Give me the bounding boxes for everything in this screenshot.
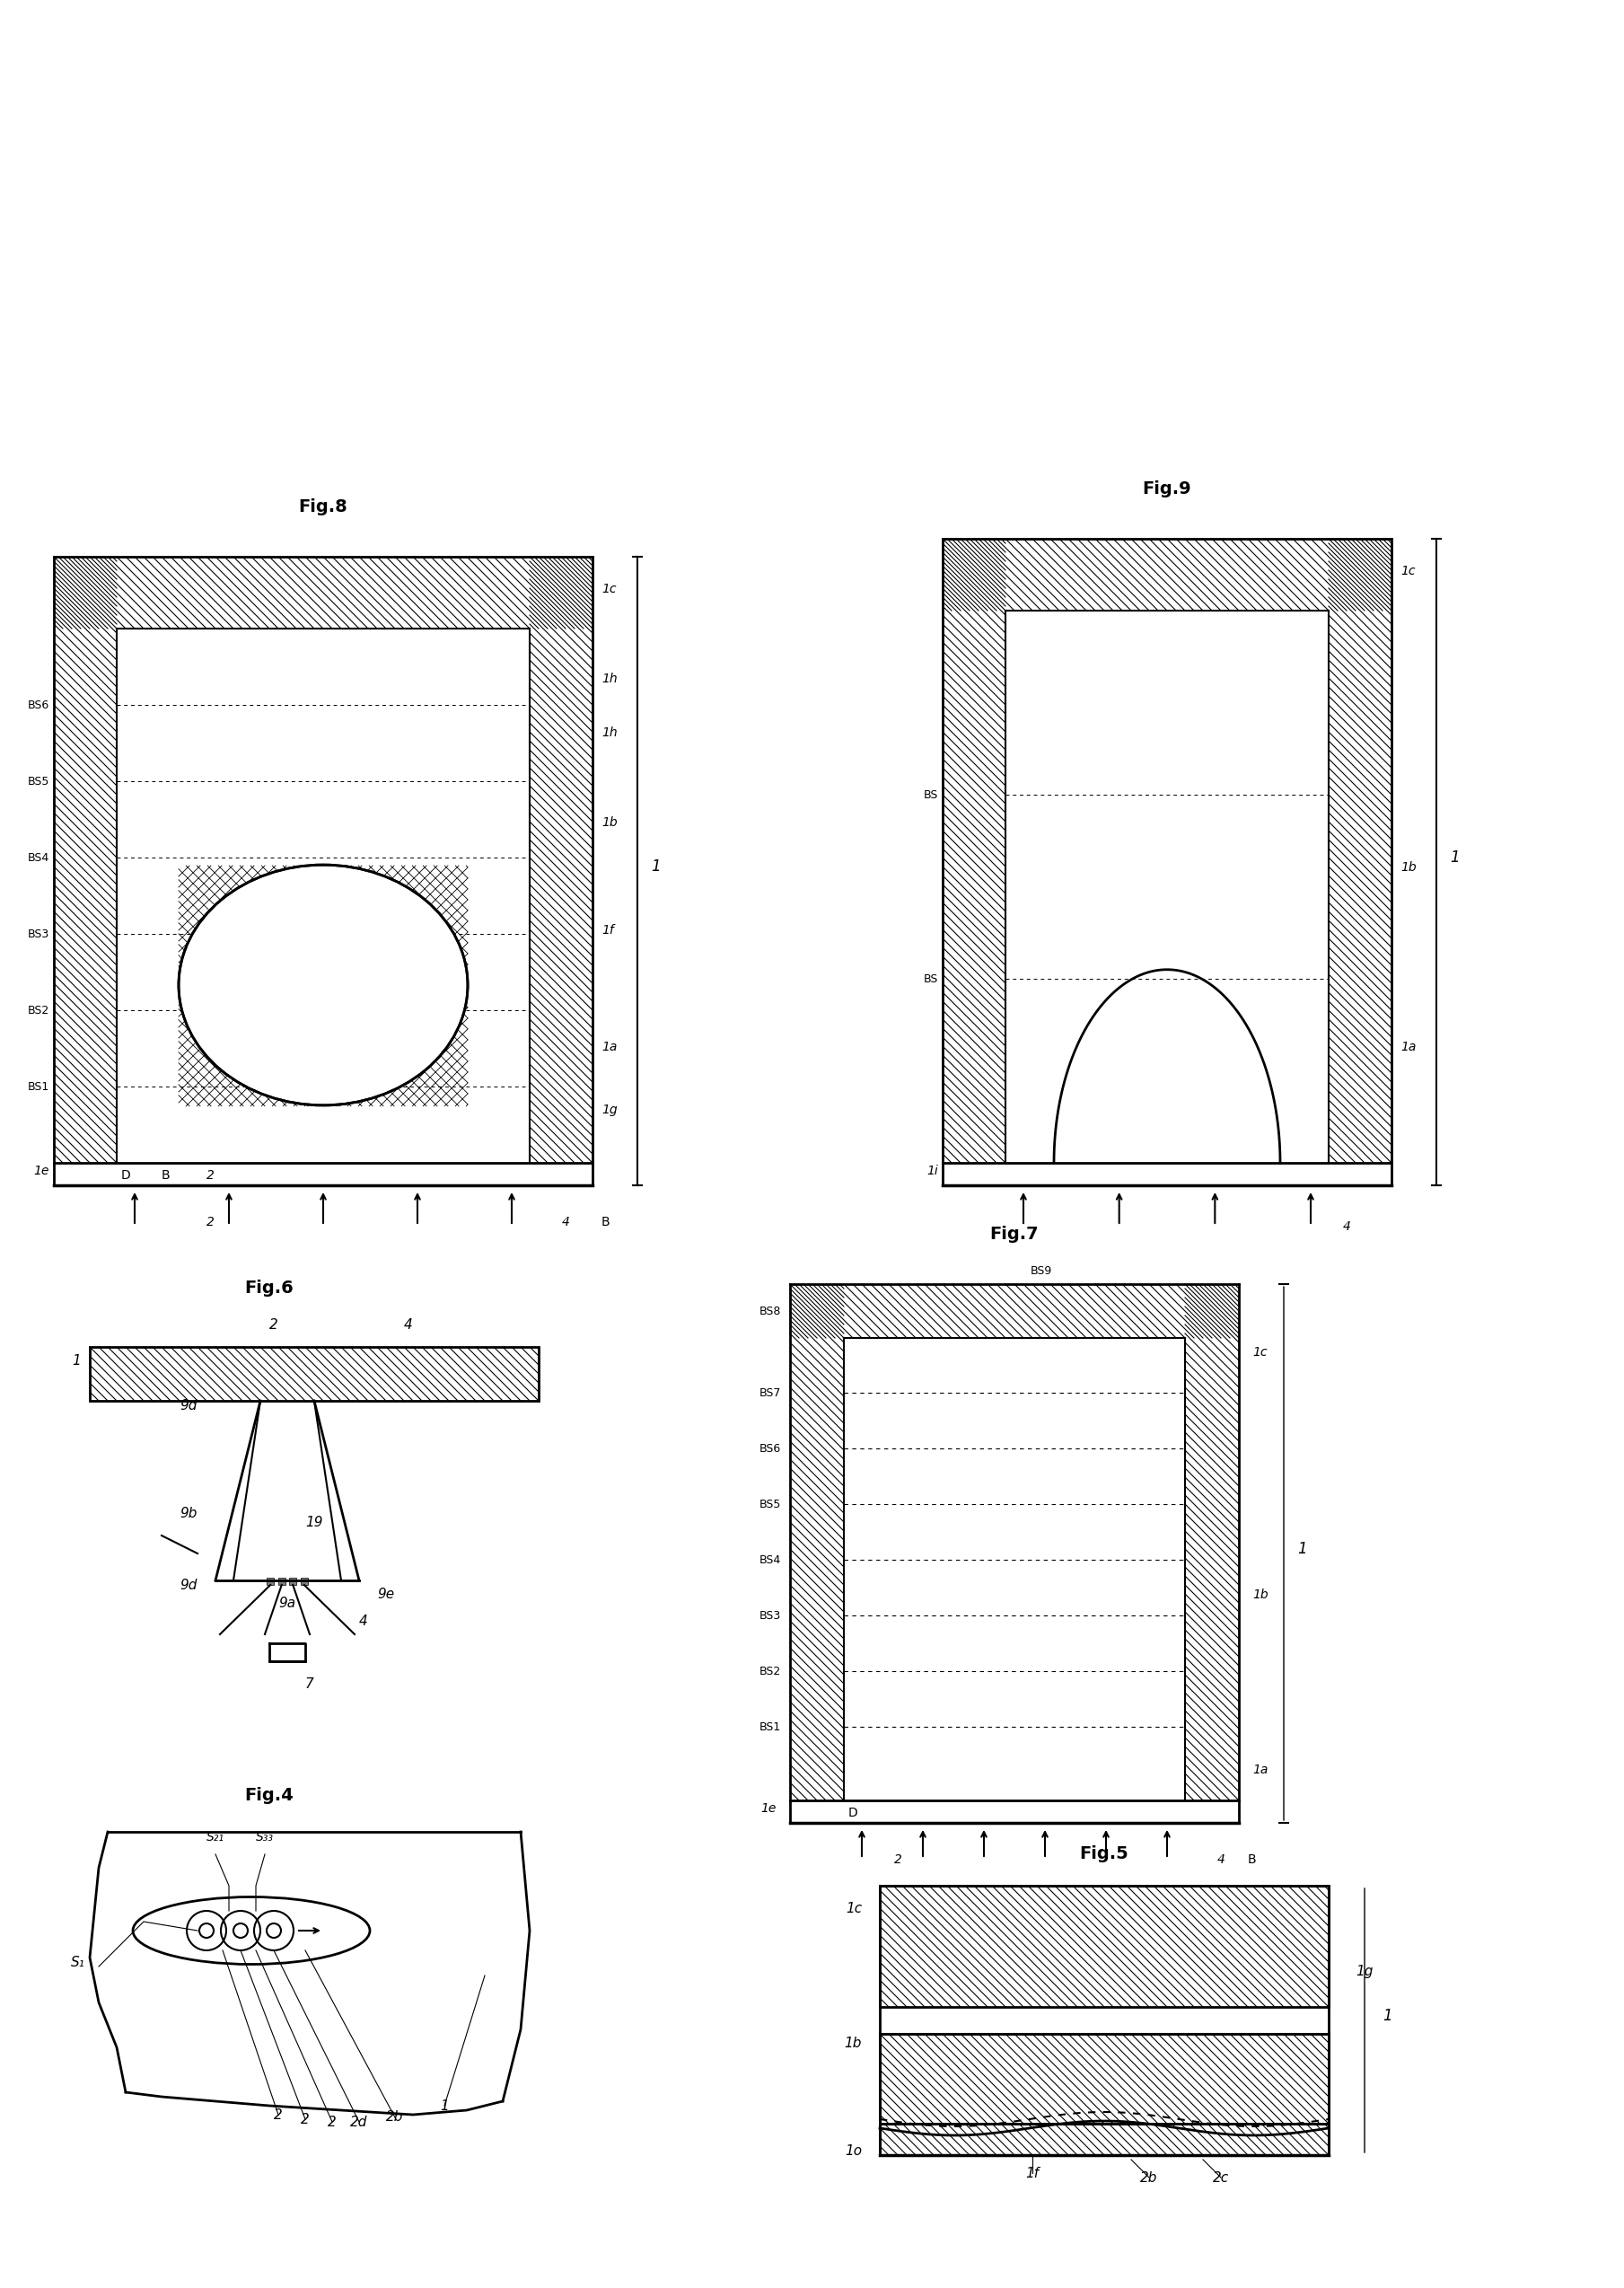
Text: 1o: 1o bbox=[844, 2144, 862, 2158]
Text: D: D bbox=[122, 1169, 132, 1181]
Text: Fig.4: Fig.4 bbox=[245, 1787, 294, 1803]
Text: BS8: BS8 bbox=[758, 1304, 781, 1318]
Text: 7: 7 bbox=[305, 1677, 313, 1691]
Text: 2c: 2c bbox=[1213, 2171, 1229, 2185]
Text: S₁: S₁ bbox=[71, 1956, 86, 1970]
Text: 1f: 1f bbox=[1026, 2167, 1039, 2180]
Text: 9d: 9d bbox=[180, 1579, 197, 1592]
Text: BS4: BS4 bbox=[28, 851, 49, 863]
Text: BS3: BS3 bbox=[760, 1608, 781, 1622]
Text: B: B bbox=[1247, 1853, 1257, 1867]
Text: 9b: 9b bbox=[180, 1508, 197, 1519]
Text: BS1: BS1 bbox=[28, 1080, 49, 1091]
Text: 1i: 1i bbox=[927, 1165, 939, 1178]
Text: Fig.7: Fig.7 bbox=[991, 1226, 1039, 1242]
Text: 1c: 1c bbox=[1400, 565, 1415, 577]
Text: BS6: BS6 bbox=[760, 1441, 781, 1455]
Text: 1c: 1c bbox=[846, 1901, 862, 1915]
Text: 1e: 1e bbox=[762, 1803, 776, 1814]
Text: 4: 4 bbox=[404, 1318, 412, 1332]
Text: 1b: 1b bbox=[1400, 860, 1416, 874]
Text: 4: 4 bbox=[1216, 1853, 1224, 1867]
Text: 1a: 1a bbox=[1252, 1764, 1268, 1775]
Text: S₃₃: S₃₃ bbox=[257, 1830, 274, 1844]
Text: 4: 4 bbox=[562, 1215, 570, 1229]
Text: 2: 2 bbox=[893, 1853, 901, 1867]
Text: BS2: BS2 bbox=[28, 1004, 49, 1016]
Bar bbox=[880, 2123, 1328, 2155]
Text: 1: 1 bbox=[440, 2100, 448, 2112]
Text: 1c: 1c bbox=[601, 583, 615, 595]
Text: BS3: BS3 bbox=[28, 929, 49, 940]
Text: BS4: BS4 bbox=[760, 1554, 781, 1565]
Bar bbox=[266, 1579, 274, 1586]
Text: 2: 2 bbox=[274, 2110, 283, 2121]
Text: 2d: 2d bbox=[351, 2116, 367, 2130]
Text: Fig.8: Fig.8 bbox=[299, 499, 348, 515]
Text: 9d: 9d bbox=[180, 1398, 197, 1412]
Text: 1b: 1b bbox=[844, 2036, 862, 2050]
Text: 2: 2 bbox=[270, 1318, 278, 1332]
Text: 1b: 1b bbox=[601, 817, 617, 828]
Text: 2: 2 bbox=[206, 1215, 214, 1229]
Text: S₂₁: S₂₁ bbox=[206, 1830, 224, 1844]
Text: BS9: BS9 bbox=[1031, 1265, 1052, 1277]
Text: 2b: 2b bbox=[387, 2110, 404, 2123]
Text: 1: 1 bbox=[1382, 2009, 1392, 2025]
Bar bbox=[300, 1579, 307, 1586]
Text: 1: 1 bbox=[1450, 849, 1460, 865]
Text: 1c: 1c bbox=[1252, 1345, 1267, 1359]
Text: 1h: 1h bbox=[601, 673, 617, 684]
Text: BS: BS bbox=[924, 789, 939, 801]
Bar bbox=[289, 1579, 297, 1586]
Bar bbox=[89, 1348, 539, 1400]
Text: Fig.6: Fig.6 bbox=[245, 1279, 294, 1297]
Text: BS5: BS5 bbox=[758, 1499, 781, 1510]
Text: D: D bbox=[848, 1808, 857, 1819]
Text: 1g: 1g bbox=[601, 1103, 617, 1117]
Text: BS: BS bbox=[924, 972, 939, 984]
Text: 2b: 2b bbox=[1140, 2171, 1158, 2185]
Text: Fig.5: Fig.5 bbox=[1080, 1846, 1129, 1862]
Text: 1a: 1a bbox=[1400, 1041, 1416, 1052]
Text: 1e: 1e bbox=[34, 1165, 49, 1178]
Ellipse shape bbox=[179, 865, 468, 1105]
Text: B: B bbox=[601, 1215, 611, 1229]
Text: 2: 2 bbox=[328, 2116, 336, 2130]
Text: 9e: 9e bbox=[377, 1588, 395, 1602]
Text: 1: 1 bbox=[1298, 1540, 1307, 1558]
Text: 2: 2 bbox=[206, 1169, 214, 1181]
Text: 1: 1 bbox=[651, 858, 661, 874]
Text: B: B bbox=[162, 1169, 171, 1181]
Bar bbox=[880, 2034, 1328, 2123]
Text: 19: 19 bbox=[305, 1515, 323, 1528]
Text: 9a: 9a bbox=[278, 1597, 296, 1611]
Text: BS6: BS6 bbox=[28, 700, 49, 712]
Text: 1f: 1f bbox=[601, 924, 614, 936]
Text: 1: 1 bbox=[71, 1354, 81, 1368]
Text: BS7: BS7 bbox=[758, 1387, 781, 1398]
Text: BS2: BS2 bbox=[760, 1666, 781, 1677]
Text: 1g: 1g bbox=[1356, 1965, 1372, 1979]
Text: 1a: 1a bbox=[601, 1041, 617, 1052]
Text: 1b: 1b bbox=[1252, 1588, 1268, 1602]
Text: 2: 2 bbox=[300, 2112, 310, 2126]
Text: 4: 4 bbox=[1343, 1220, 1351, 1233]
Text: 1h: 1h bbox=[601, 728, 617, 739]
Text: 4: 4 bbox=[359, 1615, 369, 1629]
Bar bbox=[880, 1885, 1328, 2007]
Bar bbox=[278, 1579, 286, 1586]
Text: BS5: BS5 bbox=[28, 776, 49, 787]
Text: Fig.9: Fig.9 bbox=[1143, 480, 1192, 496]
Text: BS1: BS1 bbox=[760, 1721, 781, 1732]
